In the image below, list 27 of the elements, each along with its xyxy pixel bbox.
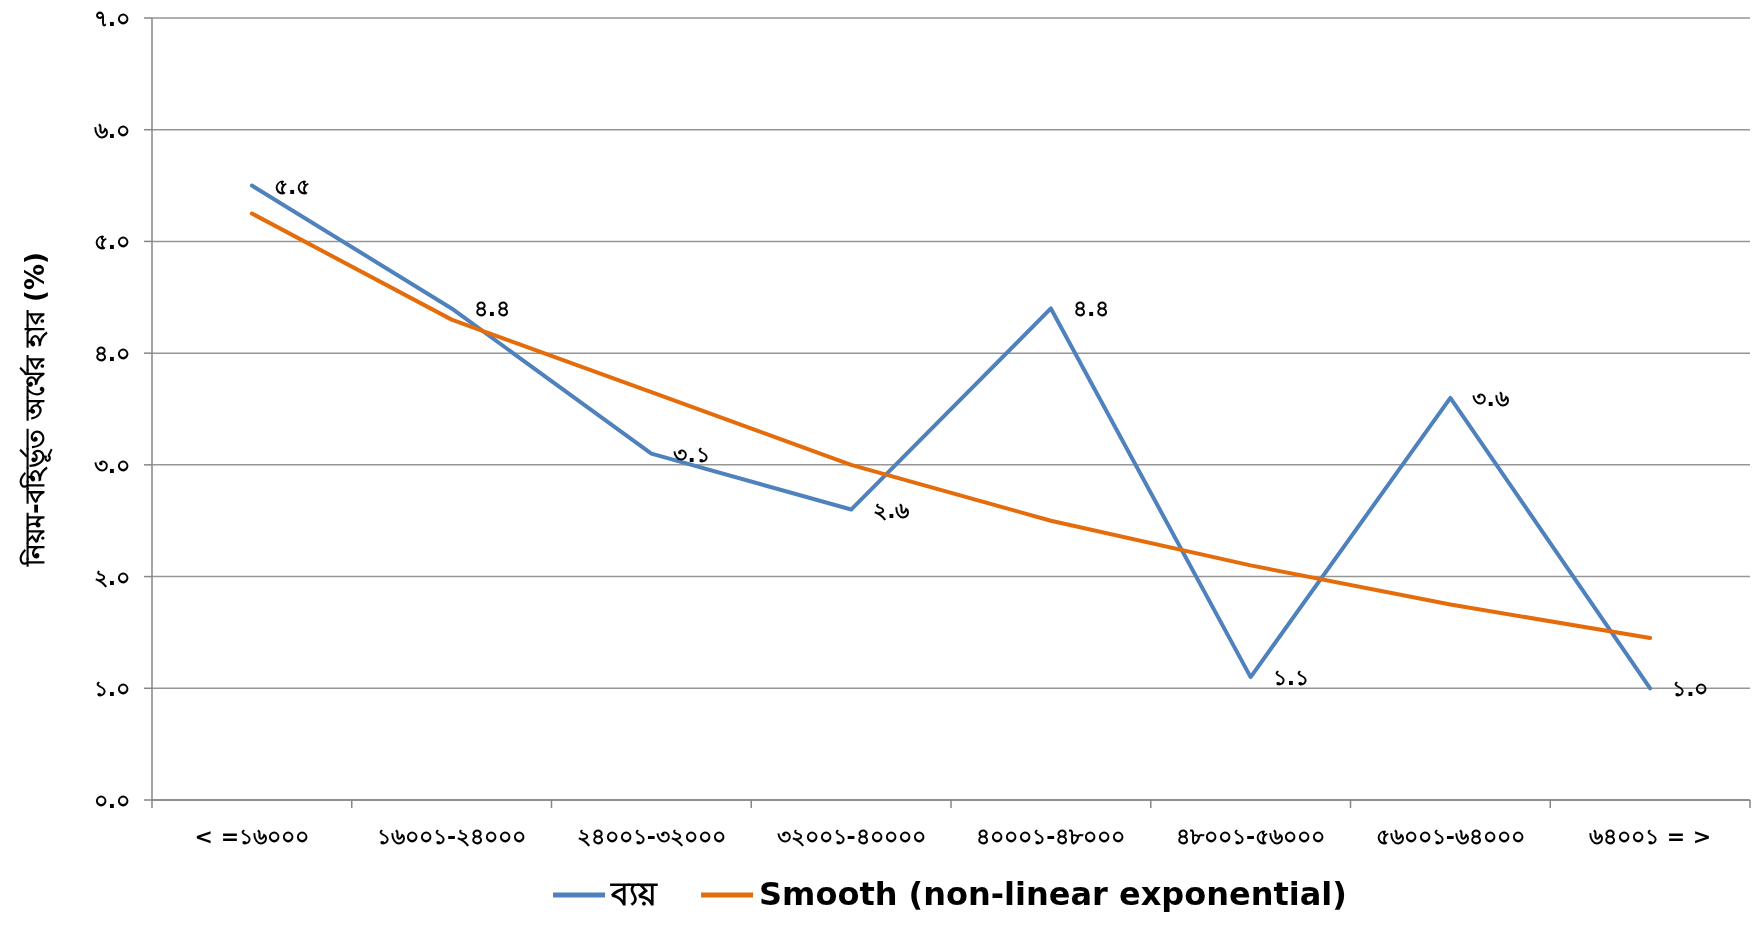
data-label: ৪.৪ <box>473 296 510 322</box>
data-label: ১.১ <box>1272 665 1309 691</box>
data-label: ৩.১ <box>673 441 710 467</box>
x-tick-label: ৪০০০১-৪৮০০০ <box>976 824 1126 849</box>
y-tick-label: ৭.০ <box>93 6 130 31</box>
y-tick-label: ৫.০ <box>93 229 130 255</box>
legend-label: ব্যয় <box>610 875 659 913</box>
y-axis-title: নিয়ম-বহির্ভূত অর্থের হার (%) <box>19 252 53 567</box>
y-tick-label: ১.০ <box>93 676 130 702</box>
x-tick-label: ৩২০০১-৪০০০০ <box>776 824 926 849</box>
y-tick-label: ৩.০ <box>93 452 130 478</box>
y-tick-label: ২.০ <box>93 564 130 590</box>
x-tick-label: ৫৬০০১-৬৪০০০ <box>1375 824 1525 849</box>
data-label: ৩.৬ <box>1472 385 1509 411</box>
data-label: ২.৬ <box>873 497 910 523</box>
data-label: ৫.৫ <box>273 173 311 199</box>
x-tick-label: ২৪০০১-৩২০০০ <box>576 824 726 849</box>
x-tick-label: ৪৮০০১-৫৬০০০ <box>1176 824 1326 849</box>
x-tick-label: ৬৪০০১ = > <box>1589 824 1712 849</box>
y-tick-label: ৪.০ <box>93 341 130 367</box>
data-label: ৪.৪ <box>1072 296 1110 322</box>
legend-label: Smooth (non-linear exponential) <box>759 875 1347 913</box>
y-tick-label: ০.০ <box>93 788 130 813</box>
x-tick-label: ১৬০০১-২৪০০০ <box>377 824 527 849</box>
x-tick-label: < =১৬০০০ <box>194 824 310 849</box>
y-tick-label: ৬.০ <box>93 117 130 143</box>
data-label: ১.০ <box>1672 676 1709 702</box>
